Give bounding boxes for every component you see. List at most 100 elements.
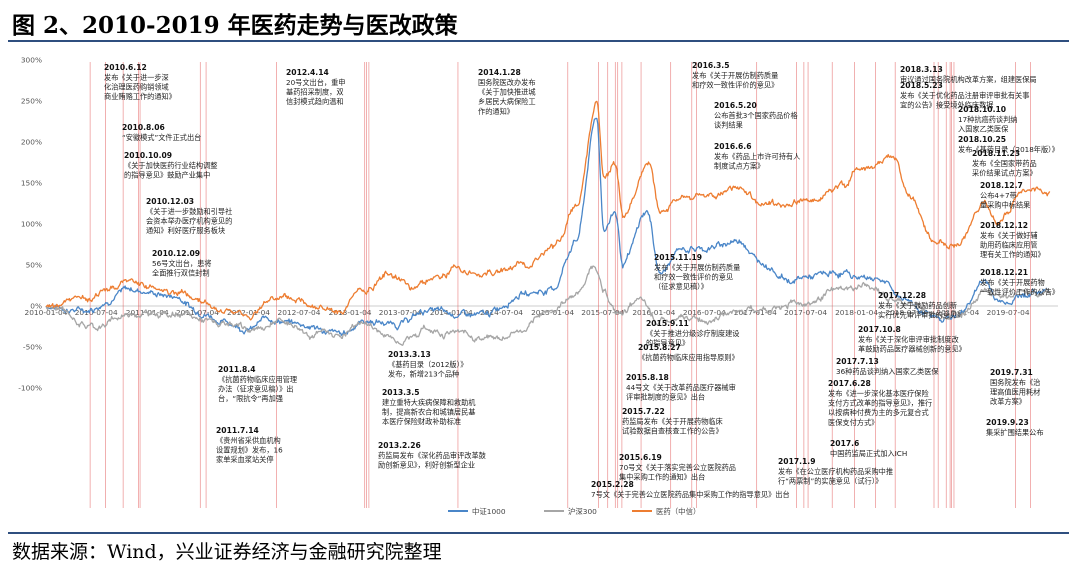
series-line	[45, 265, 1051, 346]
annotation-text: 入国家乙类医保	[958, 125, 1009, 134]
x-tick-label: 2017-01-04	[734, 308, 777, 317]
annotation-text: 《关于加快医药行业结构调整	[124, 161, 217, 170]
annotation-date: 2018.12.21	[980, 268, 1028, 277]
annotation-date: 2016.6.6	[714, 142, 751, 151]
annotation-date: 2018.12.7	[980, 181, 1023, 190]
annotation-date: 2015.11.19	[654, 253, 702, 262]
annotation-text: 《抗菌药物临床应用管理	[218, 375, 297, 384]
annotation-text: 集中采购工作的通知》出台	[619, 473, 705, 482]
policy-annotation: 2013.3.5建立重特大疾病保障和救助机制，提高新农合和城镇居民基本医疗保险财…	[382, 388, 476, 426]
x-tick-label: 2012-07-04	[278, 308, 321, 317]
annotation-text: 制，提高新农合和城镇居民基	[382, 408, 475, 417]
x-tick-label: 2010-07-04	[75, 308, 118, 317]
y-tick-label: 100%	[21, 220, 42, 229]
annotation-date: 2012.4.14	[286, 68, 329, 77]
annotation-text: 发布《关于开展药物	[980, 278, 1045, 287]
annotation-date: 2017.12.28	[878, 291, 926, 300]
annotation-text: 改革方案》	[990, 397, 1026, 406]
annotation-text: 试验数据自查核查工作的公告》	[622, 427, 723, 436]
policy-annotation: 2017.6.28发布《进一步深化基本医疗保险支付方式改革的指导意见》，推行以按…	[828, 379, 932, 427]
y-tick-label: -100%	[18, 384, 42, 393]
annotation-text: 发布《在公立医疗机构药品采购中推	[778, 467, 893, 476]
annotation-text: 56号文出台，患将	[152, 259, 211, 268]
y-tick-label: 0%	[30, 302, 42, 311]
annotation-text: 办法（征求意见稿）》出	[218, 385, 293, 394]
annotation-text: 7号文《关于完善公立医院药品集中采购工作的指导意见》出台	[591, 490, 790, 499]
annotation-text: 宜的公告》接受境外临床数据	[900, 101, 993, 110]
annotation-text: 制度试点方案》	[714, 162, 764, 171]
annotation-text: 发布《关于进一步深	[104, 73, 169, 82]
annotation-text: 《关于推进分级诊疗制度建设	[646, 329, 739, 338]
x-tick-label: 2012-01-04	[227, 308, 270, 317]
policy-annotation: 2010.12.03《关于进一步鼓励和引导社会资本举办医疗机构意见的通知》利好医…	[146, 197, 232, 235]
annotation-date: 2013.2.26	[378, 441, 421, 450]
annotation-text: 和疗效一致性评价的意见	[654, 273, 733, 282]
series-line	[45, 117, 1051, 336]
annotation-date: 2018.10.25	[958, 135, 1006, 144]
x-tick-label: 2019-07-04	[987, 308, 1030, 317]
annotation-text: 发布《关于做好辅	[980, 231, 1038, 240]
annotation-date: 2010.12.03	[146, 197, 194, 206]
annotation-date: 2013.3.5	[382, 388, 419, 397]
annotation-text: 公布4+7带	[980, 191, 1017, 200]
annotation-text: 公布首批3个国家药品价格	[714, 111, 798, 120]
title-rule	[8, 40, 1069, 42]
annotation-text: 设置规划》发布，16	[216, 446, 283, 455]
y-tick-label: -50%	[23, 343, 42, 352]
annotation-text: 以按病种付费为主的多元复合式	[828, 408, 929, 417]
annotation-text: 理有关工作的通知》	[980, 250, 1045, 259]
annotation-text: 革鼓励药品医疗器械创新的意见》	[858, 345, 966, 354]
annotation-text: 发布《关于深化审评审批制度改	[858, 335, 959, 344]
annotation-text: 20号文出台，重申	[286, 78, 345, 87]
annotation-text: 化治理医药购销领域	[104, 83, 169, 92]
x-tick-label: 2010-01-04	[25, 308, 68, 317]
annotation-text: 信封模式趋向温和	[286, 97, 344, 106]
x-tick-label: 2014-07-04	[480, 308, 523, 317]
chart-annotations: 2010.6.12发布《关于进一步深化治理医药购销领域商业贿赂工作的通知》201…	[104, 61, 1059, 499]
annotation-text: 量采购中标结果	[980, 201, 1030, 210]
annotation-text: 和疗效一致性评价的意见》	[692, 81, 778, 90]
legend-label: 沪深300	[568, 507, 597, 516]
annotation-text: 药监局发布《关于开展药物临床	[622, 417, 723, 426]
annotation-text: 基药招采制度，双	[286, 88, 344, 97]
annotation-date: 2017.6.28	[828, 379, 871, 388]
y-tick-label: 50%	[26, 261, 42, 270]
annotation-text: 70号文《关于落实完善公立医院药品	[619, 463, 736, 472]
annotation-text: 发布《基药目录（2018年版）》	[958, 145, 1059, 154]
annotation-text: 中国药监局正式加入ICH	[830, 449, 907, 458]
annotation-text: 《关于加快推进城	[478, 88, 536, 97]
annotation-date: 2010.8.06	[122, 123, 165, 132]
annotation-text: 台，“限抗令”再加强	[218, 394, 283, 403]
annotation-text: 发布《关于鼓励药品创新	[878, 301, 957, 310]
series-line	[45, 100, 1051, 321]
annotation-date: 2017.1.9	[778, 457, 815, 466]
annotation-date: 2015.8.18	[626, 373, 669, 382]
annotation-text: 支付方式改革的指导意见》，推行	[828, 399, 932, 408]
annotation-text: 采价结果试点方案》	[972, 169, 1037, 178]
annotation-text: 作的通知》	[478, 107, 514, 116]
annotation-date: 2015.8.27	[638, 343, 681, 352]
annotation-text: 44号文《关于改革药品医疗器械审	[626, 383, 736, 392]
annotation-date: 2014.1.28	[478, 68, 521, 77]
annotation-text: 行“两票制”的实施意见（试行）》	[778, 477, 882, 486]
annotation-text: 一致性评价工作的公告》	[980, 288, 1059, 297]
annotation-text: 集采扩围结果公布	[986, 428, 1044, 437]
legend-label: 医药（中信）	[656, 507, 700, 516]
annotation-date: 2011.8.4	[218, 365, 255, 374]
annotation-text: 评审批制度的意见》出台	[626, 393, 705, 402]
policy-annotation: 2015.11.19发布《关于开展仿制药质量和疗效一致性评价的意见（征求意见稿）…	[654, 253, 740, 291]
annotation-date: 2015.2.28	[591, 480, 634, 489]
